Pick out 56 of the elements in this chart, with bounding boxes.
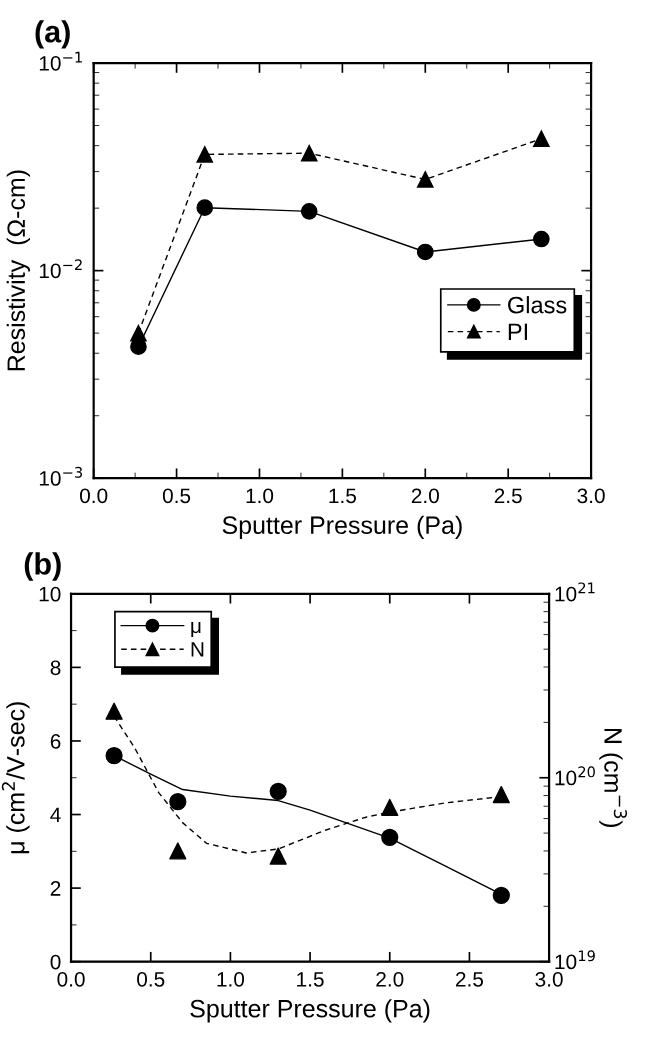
x-tick-label: 3.0 — [535, 971, 563, 987]
x-tick-label: 1.5 — [329, 488, 356, 504]
y2-tick-label: 10$^{20}$ — [555, 766, 595, 786]
x-tick-label: 1.0 — [217, 971, 245, 987]
y-tick-label: 6 — [50, 733, 61, 749]
x-tick-label: 0.0 — [57, 971, 85, 987]
x-tick-label: 2.5 — [494, 488, 522, 504]
point — [492, 785, 510, 804]
legend-label: Glass — [508, 296, 567, 314]
legend-label: PI — [508, 323, 528, 340]
point — [492, 886, 510, 905]
legend-label: μ — [191, 621, 201, 637]
point — [169, 842, 187, 860]
point — [416, 243, 434, 261]
x-tick-label: 2.0 — [376, 971, 404, 987]
point — [105, 702, 123, 720]
y2-tick-label: 10$^{21}$ — [555, 582, 595, 602]
point — [196, 199, 214, 217]
point — [269, 782, 287, 800]
x-axis-title: Sputter Pressure (Pa) — [190, 999, 430, 1023]
chart-title: (b) — [24, 552, 61, 581]
y-tick-label: 10 — [39, 586, 61, 602]
point — [300, 203, 318, 220]
point — [533, 230, 550, 248]
y-axis-title: Resistivity (Ω-cm) — [6, 170, 30, 371]
x-tick-label: 3.0 — [577, 488, 605, 504]
point — [381, 798, 399, 816]
y-tick-label: 10$^{−1}$ — [39, 51, 82, 71]
point — [196, 146, 214, 163]
y2-axis-title: N (cm$^{−3}$) — [599, 728, 628, 828]
y-tick-label: 4 — [50, 807, 61, 823]
x-tick-label: 0.5 — [162, 488, 191, 504]
y-axis-title: μ (cm$^{2}$/V-sec) — [1, 702, 30, 854]
legend-label: N — [191, 642, 204, 657]
point — [105, 747, 123, 765]
x-tick-label: 0.0 — [80, 488, 108, 504]
y2-tick-label: 10$^{19}$ — [555, 950, 595, 970]
point — [416, 171, 434, 188]
point — [381, 828, 399, 846]
x-axis-title: Sputter Pressure (Pa) — [222, 515, 462, 539]
x-tick-label: 2.0 — [411, 488, 439, 504]
x-tick-label: 0.5 — [137, 971, 165, 987]
point — [130, 324, 147, 342]
x-tick-label: 1.5 — [297, 972, 324, 987]
point — [533, 130, 550, 148]
y-tick-label: 10$^{−3}$ — [39, 466, 83, 486]
point — [169, 793, 187, 811]
x-tick-label: 2.5 — [456, 971, 484, 987]
chart-title: (a) — [35, 20, 70, 49]
y-tick-label: 8 — [50, 660, 61, 676]
y-tick-label: 2 — [50, 881, 61, 896]
point — [269, 847, 287, 865]
y-tick-label: 10$^{−2}$ — [39, 259, 82, 279]
x-tick-label: 1.0 — [246, 488, 274, 504]
point — [300, 144, 318, 162]
y-tick-label: 0 — [50, 954, 61, 970]
